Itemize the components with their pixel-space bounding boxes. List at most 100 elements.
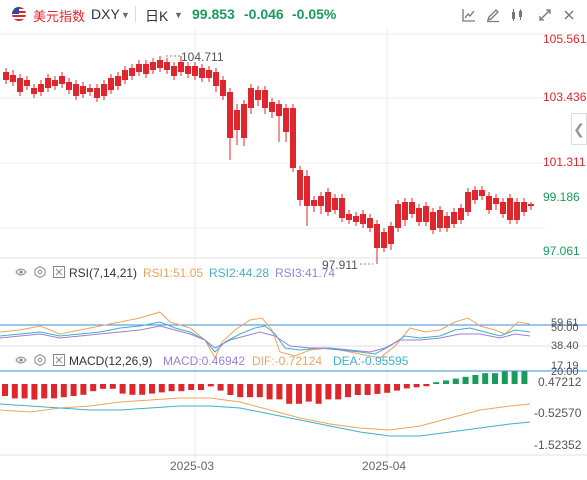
candle-type-icon[interactable] [508,6,526,24]
candle-body [129,68,135,76]
time-axis-label: 2025-03 [170,459,214,473]
candle-body [38,84,44,92]
close-icon[interactable] [560,6,578,24]
rsi-header: RSI(7,14,21) RSI1:51.05 RSI2:44.28 RSI3:… [0,264,587,282]
rsi-axis-label: 59.61 [551,317,579,329]
price-change: -0.046 [244,6,284,22]
candle-body [395,204,401,228]
indicator-chart-icon[interactable] [460,6,478,24]
candle-body [304,176,310,206]
candle-body [80,86,86,94]
symbol-dropdown-icon[interactable]: ▼ [121,10,130,20]
candle-body [241,104,247,138]
candle-body [528,204,534,206]
dif-value: DIF:-0.72124 [252,354,323,368]
macd-bar [374,384,381,394]
candle-body [115,76,121,86]
candle-body [206,70,212,78]
symbol-name[interactable]: 美元指数 [33,9,86,24]
candle-body [346,214,352,220]
macd-bar [2,384,8,396]
symbol-code[interactable]: DXY [91,6,120,22]
macd-bar [511,371,518,384]
macd-bar [80,384,87,395]
macd-bar [41,384,48,399]
close-indicator-icon[interactable] [52,265,66,279]
macd-bar [492,373,498,384]
candle-body [108,78,114,90]
macd-axis-label: -0.52570 [534,406,582,420]
hide-indicator-icon[interactable] [14,353,28,367]
candle-body [486,196,492,210]
candle-body [493,198,499,204]
macd-bar [158,384,165,393]
candle-body [388,226,394,244]
macd-bar [149,384,155,394]
candle-body [213,72,219,86]
candle-body [73,84,79,96]
edit-drawing-icon[interactable] [484,6,502,24]
candle-body [479,190,485,196]
period-select[interactable]: 日K [145,8,169,24]
macd-bar [443,380,449,384]
candle-body [157,60,163,68]
close-indicator-icon[interactable] [52,353,66,367]
macd-bar [11,384,18,399]
settings-icon[interactable] [33,265,47,279]
candle-body [472,190,478,200]
candle-body [332,198,338,210]
rsi-axis-label: 38.40 [551,340,579,352]
candle-body [66,82,72,90]
macd-bar [433,382,440,384]
candle-body [122,70,128,80]
chevron-left-icon[interactable]: ❮ [571,113,587,145]
candle-body [164,62,170,70]
macd-bar [394,384,400,391]
macd-bar [217,384,224,391]
candle-body [220,80,226,96]
candle-body [101,84,107,96]
price-axis-label: 97.061 [543,244,580,258]
macd-bar [256,384,263,398]
rsi2-line [0,321,531,355]
price-axis-label: 103.436 [543,90,587,104]
candle-body [423,206,429,222]
rsi-name: RSI(7,14,21) [69,266,138,280]
settings-icon[interactable] [33,353,47,367]
macd-bar [521,371,528,384]
macd-name: MACD(12,26,9) [69,354,153,368]
candle-body [374,224,380,248]
candle-body [136,64,142,72]
candle-body [94,88,100,98]
macd-bar [198,384,204,390]
high-label: 104.711 [181,50,224,64]
candle-body [234,110,240,130]
price-change-percent: -0.05% [292,6,337,22]
candle-body [255,90,261,100]
candle-body [276,104,282,116]
dif-line [0,397,531,431]
candle-body [311,200,317,206]
candle-body [269,102,275,112]
macd-bar [296,384,302,404]
macd-bar [462,376,469,384]
candle-body [465,192,471,212]
fullscreen-icon[interactable] [536,6,554,24]
candle-body [514,202,520,220]
rsi-axis-label: 17.19 [551,360,579,372]
macd-bar [178,384,185,392]
candle-body [31,88,37,94]
period-dropdown-icon[interactable]: ▼ [174,10,183,20]
candle-body [24,80,30,86]
macd-histogram [2,371,528,404]
macd-bar [423,384,430,387]
grid [0,28,545,470]
candle-body [199,68,205,78]
macd-bar [207,384,214,387]
candle-body [339,198,345,218]
macd-bar [482,373,489,384]
candle-body [297,170,303,200]
candle-body [185,66,191,74]
hide-indicator-icon[interactable] [14,265,28,279]
